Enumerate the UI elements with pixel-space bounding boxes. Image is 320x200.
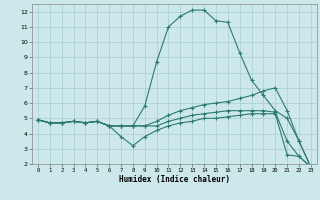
X-axis label: Humidex (Indice chaleur): Humidex (Indice chaleur) — [119, 175, 230, 184]
